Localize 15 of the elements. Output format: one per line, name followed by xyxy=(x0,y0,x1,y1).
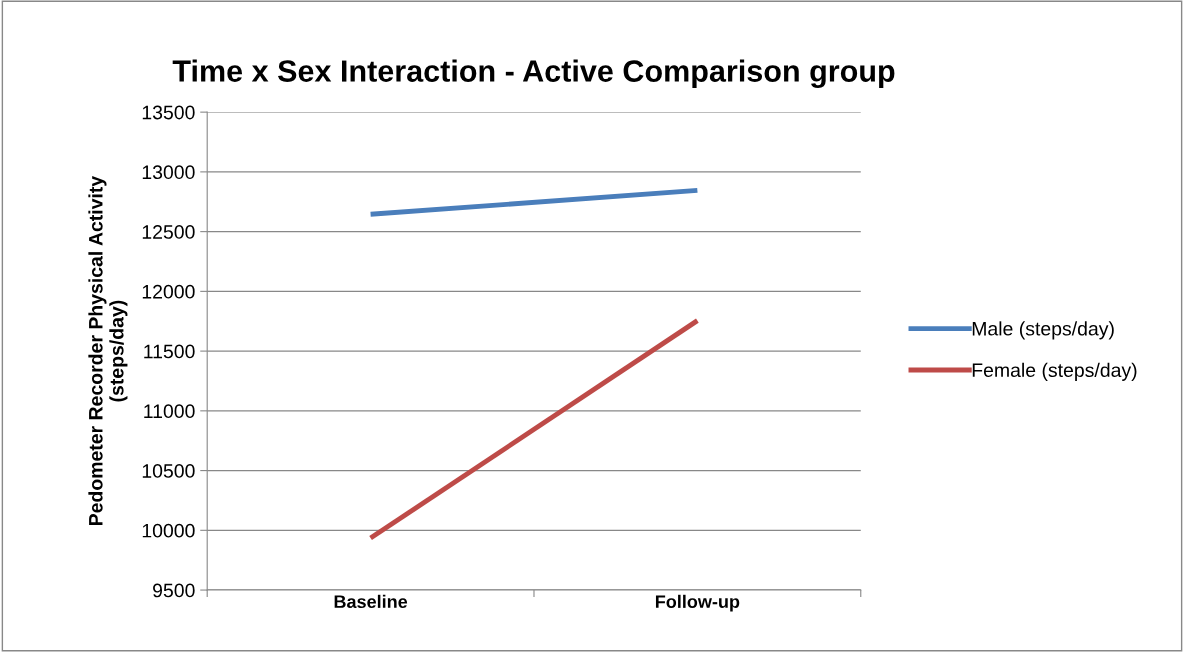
y-tick-label: 12000 xyxy=(142,284,195,299)
y-tick-label: 12500 xyxy=(142,225,195,239)
y-tick-label: 11500 xyxy=(144,344,195,359)
x-tick-label: Baseline xyxy=(334,594,408,609)
chart-title: Time x Sex Interaction - Active Comparison group xyxy=(172,59,895,89)
x-tick-label: Follow-up xyxy=(655,594,740,612)
y-tick-label: 13000 xyxy=(142,165,195,180)
legend-label: Male (steps/day) xyxy=(972,321,1114,340)
y-tick-label: 10500 xyxy=(142,464,195,478)
y-tick-label: 11000 xyxy=(144,404,195,419)
y-tick-label: 10000 xyxy=(142,523,195,538)
y-tick-label: 9500 xyxy=(153,583,195,598)
legend-label: Female (steps/day) xyxy=(972,362,1137,381)
y-axis-title: Pedometer Recorder Physical Activity (steps/day) xyxy=(88,175,128,526)
y-tick-label: 13500 xyxy=(142,105,195,120)
